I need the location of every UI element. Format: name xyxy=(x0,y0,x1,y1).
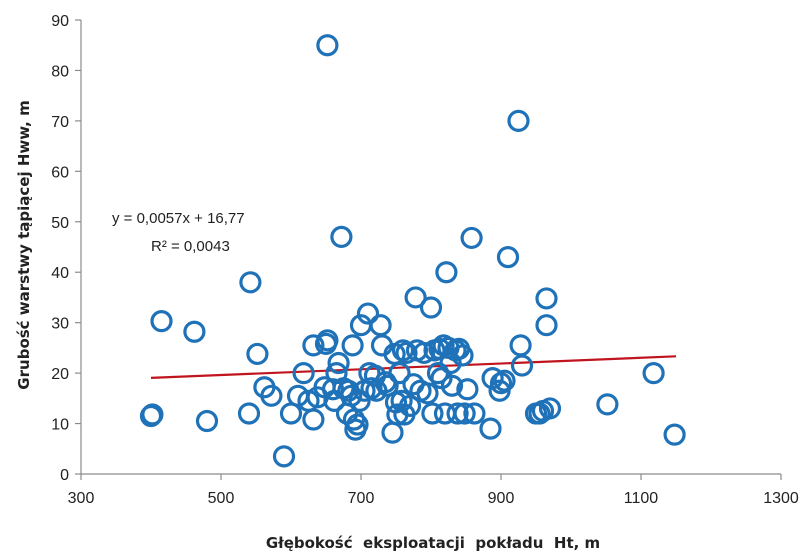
data-point xyxy=(440,374,464,397)
y-tick-label: 10 xyxy=(51,417,69,434)
data-point xyxy=(489,372,513,395)
y-tick-label: 80 xyxy=(51,63,69,80)
data-point xyxy=(412,341,436,365)
y-tick-label: 30 xyxy=(51,316,69,333)
data-point xyxy=(416,382,439,405)
trendline-group xyxy=(150,355,677,380)
data-point xyxy=(509,334,532,357)
data-point xyxy=(453,402,476,425)
data-point xyxy=(535,287,558,310)
x-tick-label: 1300 xyxy=(763,490,799,507)
data-point xyxy=(316,329,339,352)
data-point xyxy=(446,402,469,425)
data-points xyxy=(139,34,686,468)
data-point xyxy=(510,354,534,377)
data-point xyxy=(246,342,269,366)
data-point xyxy=(239,271,262,294)
data-point xyxy=(596,393,619,416)
y-axis-title: Grubość warstwy tąpiącej Hww, m xyxy=(15,100,33,389)
data-point xyxy=(327,351,350,375)
y-tick-label: 40 xyxy=(51,265,69,282)
data-point xyxy=(388,362,411,385)
data-point xyxy=(183,320,206,343)
data-point xyxy=(642,362,665,385)
x-tick-label: 1100 xyxy=(624,490,659,507)
data-point xyxy=(663,423,686,446)
axes xyxy=(75,19,782,480)
data-point xyxy=(141,403,164,426)
data-point xyxy=(292,362,315,385)
y-tick-label: 70 xyxy=(51,114,69,131)
x-tick-label: 300 xyxy=(68,490,95,507)
data-point xyxy=(507,109,530,132)
trendline xyxy=(150,355,677,380)
data-point xyxy=(346,413,369,436)
data-point xyxy=(479,417,502,440)
y-tick-label: 20 xyxy=(51,366,69,383)
data-point xyxy=(419,296,443,319)
data-point xyxy=(496,245,520,269)
data-point xyxy=(356,302,380,325)
x-tick-label: 900 xyxy=(488,490,515,507)
data-point xyxy=(150,310,173,333)
data-point xyxy=(421,402,444,425)
data-point xyxy=(463,402,486,425)
data-point xyxy=(302,408,325,431)
x-tick-label: 700 xyxy=(348,490,375,507)
data-point xyxy=(456,378,479,401)
data-point xyxy=(535,314,558,337)
data-point xyxy=(316,34,339,57)
y-tick-label: 0 xyxy=(60,467,69,484)
y-tick-label: 50 xyxy=(51,215,69,232)
x-axis-title: Głębokość eksploatacji pokładu Ht, m xyxy=(266,534,600,552)
data-point xyxy=(451,344,474,367)
data-point xyxy=(435,261,458,284)
data-point xyxy=(391,339,415,362)
data-point xyxy=(528,402,551,425)
y-tick-label: 60 xyxy=(51,164,69,181)
tick-labels: 0 10 20 30 40 50 60 70 80 90 300 500 700 900 1100 1300 xyxy=(51,13,799,507)
data-point xyxy=(195,409,219,433)
data-point xyxy=(460,226,483,250)
data-point xyxy=(272,445,296,468)
data-point xyxy=(260,384,283,407)
data-point xyxy=(398,394,422,417)
data-point xyxy=(302,334,325,357)
x-tick-label: 500 xyxy=(208,490,235,507)
trendline-r2: R² = 0,0043 xyxy=(151,238,230,255)
y-tick-label: 90 xyxy=(51,13,69,30)
data-point xyxy=(538,397,562,420)
data-point xyxy=(369,314,392,337)
trendline-equation: y = 0,0057x + 16,77 xyxy=(112,210,245,227)
data-point xyxy=(493,369,516,392)
data-point xyxy=(341,334,364,357)
data-point xyxy=(381,421,404,444)
data-point xyxy=(237,402,261,425)
data-point xyxy=(404,286,427,309)
data-point xyxy=(330,225,353,249)
